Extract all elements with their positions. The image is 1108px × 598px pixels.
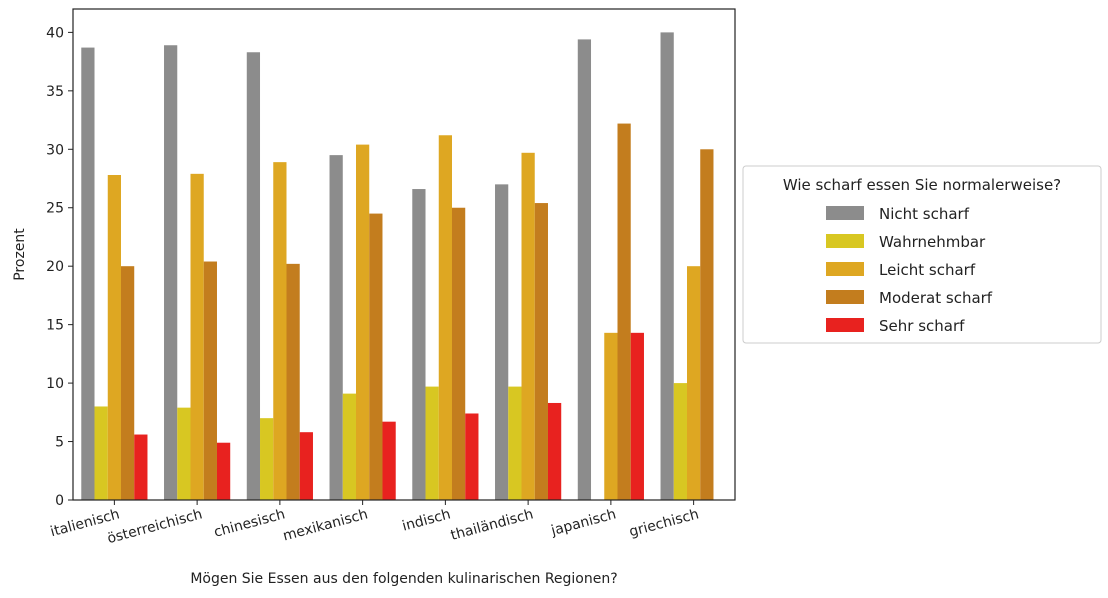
x-tick-label: chinesisch: [212, 506, 287, 540]
bar: [700, 149, 714, 501]
bar: [465, 413, 479, 500]
legend-label: Sehr scharf: [879, 317, 965, 335]
y-tick-label: 5: [55, 435, 64, 451]
bar: [412, 189, 426, 501]
y-tick-label: 35: [46, 84, 64, 100]
x-tick-label: thailändisch: [449, 506, 535, 543]
bar: [203, 261, 217, 500]
legend-label: Moderat scharf: [879, 289, 993, 307]
bars-layer: [81, 32, 714, 501]
x-tick-label: österreichisch: [106, 506, 205, 547]
bar: [382, 421, 396, 500]
y-tick-label: 15: [46, 318, 64, 334]
bar: [508, 386, 522, 500]
bar: [547, 402, 562, 500]
bar: [577, 39, 592, 501]
y-tick-label: 20: [46, 259, 64, 275]
x-tick-label: mexikanisch: [281, 506, 369, 544]
bar: [329, 155, 343, 500]
legend-swatch: [826, 206, 864, 220]
y-axis: 0 5 10 15 20 25 30 35 40: [46, 25, 73, 509]
bar: [687, 266, 701, 500]
bar: [120, 266, 135, 500]
bar: [356, 144, 370, 500]
bar: [246, 52, 261, 500]
y-tick-label: 40: [46, 25, 64, 41]
bar: [438, 135, 452, 500]
bar: [107, 175, 121, 500]
bar: [134, 434, 148, 500]
y-tick-label: 10: [46, 376, 64, 392]
bar: [94, 406, 108, 500]
y-tick-label: 25: [46, 201, 64, 217]
x-tick-label: indisch: [401, 506, 453, 534]
x-tick-label: japanisch: [549, 506, 618, 539]
bar: [81, 47, 95, 500]
x-tick-label: griechisch: [627, 506, 700, 540]
bar: [299, 432, 313, 500]
legend: Wie scharf essen Sie normalerweise? Nich…: [742, 165, 1102, 344]
bar: [177, 407, 191, 500]
bar: [286, 263, 300, 500]
bar: [495, 184, 509, 500]
bar: [451, 207, 466, 500]
y-tick-label: 0: [55, 493, 64, 509]
legend-swatch: [826, 234, 864, 248]
legend-swatch: [826, 318, 864, 332]
bar: [534, 203, 548, 501]
bar: [604, 332, 618, 500]
legend-label: Leicht scharf: [879, 261, 976, 279]
legend-items: Nicht scharf Wahrnehmbar Leicht scharf Mode…: [826, 205, 993, 335]
bar: [273, 162, 287, 500]
bar: [630, 332, 644, 500]
y-axis-label: Prozent: [12, 228, 28, 281]
bar: [216, 442, 231, 500]
x-axis-label: Mögen Sie Essen aus den folgenden kulina…: [190, 571, 617, 587]
bar: [369, 213, 383, 501]
bar: [673, 383, 688, 500]
bar: [190, 173, 204, 501]
bar: [342, 393, 357, 500]
bar: [660, 32, 674, 500]
bar: [260, 418, 274, 500]
plot-frame: [72, 8, 736, 501]
bar: [164, 45, 178, 500]
legend-label: Wahrnehmbar: [879, 233, 986, 251]
bar: [521, 152, 535, 501]
legend-label: Nicht scharf: [879, 205, 970, 223]
bar: [425, 386, 439, 500]
legend-title: Wie scharf essen Sie normalerweise?: [783, 176, 1061, 194]
legend-swatch: [826, 290, 864, 304]
y-tick-label: 30: [46, 142, 64, 158]
legend-swatch: [826, 262, 864, 276]
bar: [617, 123, 631, 501]
